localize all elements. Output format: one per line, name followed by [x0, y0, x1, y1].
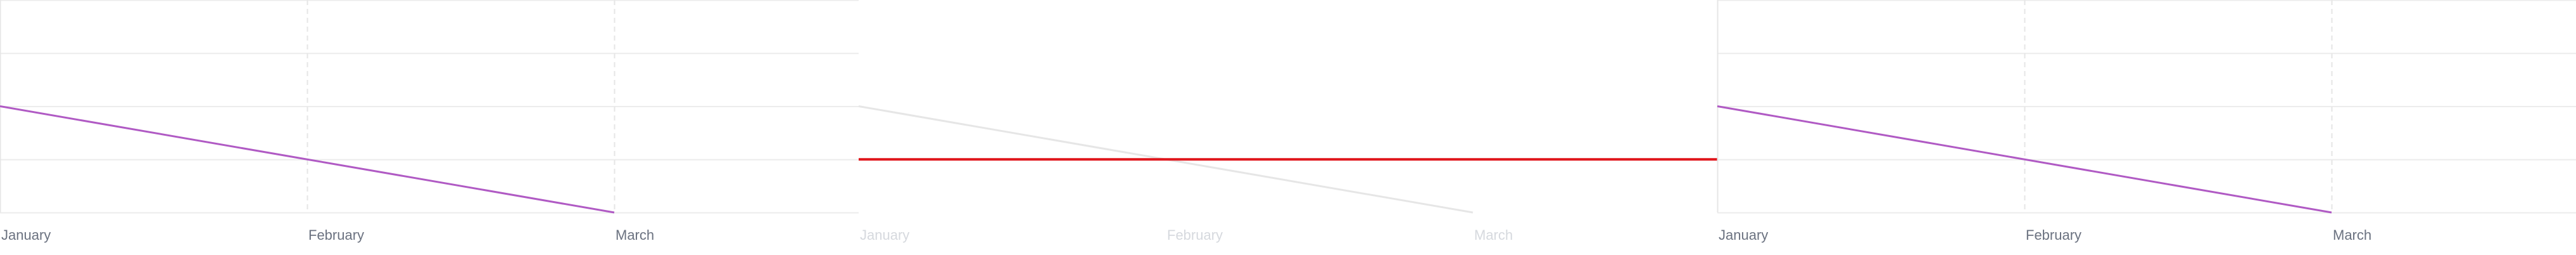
x-tick-label: January: [1, 227, 51, 243]
series-line-1: [0, 105, 615, 214]
chart-panel-3: January February March: [1717, 0, 2576, 243]
x-tick-label: March: [2333, 227, 2371, 243]
x-tick-label: March: [1474, 227, 1513, 243]
x-tick-label: January: [1719, 227, 1768, 243]
series-line-1: [1717, 105, 2332, 214]
x-tick-label: February: [308, 227, 364, 243]
chart-panel-1: January February March: [0, 0, 859, 243]
x-tick-label: January: [860, 227, 909, 243]
x-tick-label: March: [616, 227, 654, 243]
x-tick-label: February: [2026, 227, 2081, 243]
chart-panel-2: January February March: [858, 105, 1717, 243]
x-tick-label: February: [1167, 227, 1223, 243]
